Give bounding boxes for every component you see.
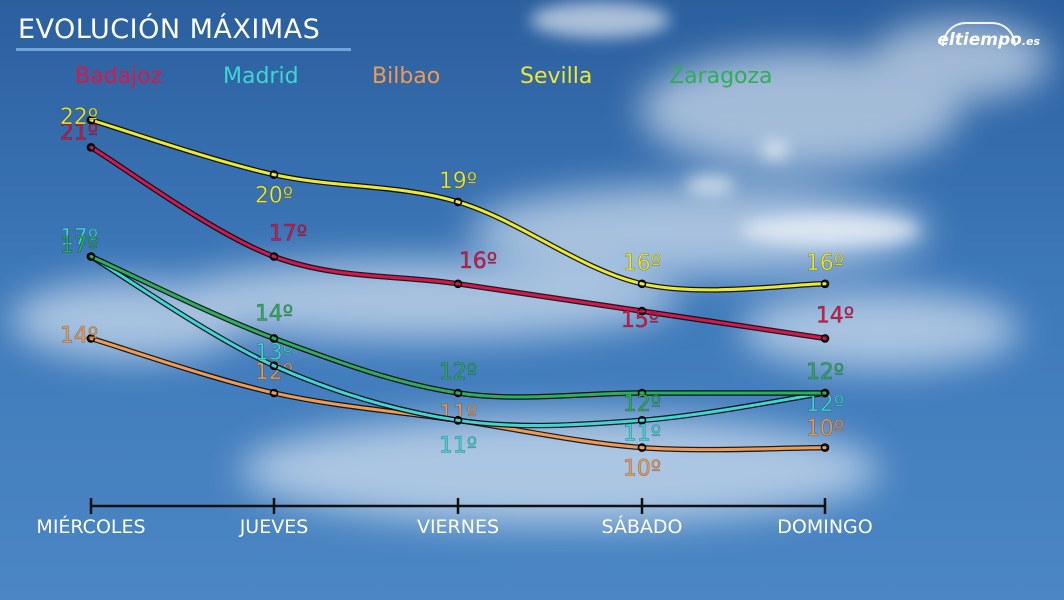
x-tick-label: SÁBADO [601,515,682,538]
series-line-zaragoza [89,255,827,399]
data-label-bilbao: 10º [806,417,844,442]
x-tick-label: JUEVES [239,516,309,538]
legend-bilbao: Bilbao [372,64,441,89]
data-point-sevilla [820,279,830,289]
data-point-badajoz [820,334,830,343]
data-point-sevilla [269,170,279,179]
data-label-badajoz: 14º [816,303,854,328]
data-label-madrid: 11º [623,421,661,446]
x-tick-label: DOMINGO [777,516,872,538]
x-tick-label: VIERNES [417,516,499,538]
x-tick-label: MIÉRCOLES [36,515,145,538]
data-label-sevilla: 16º [623,251,661,276]
data-label-madrid: 11º [439,433,477,458]
data-label-sevilla: 22º [60,105,98,130]
brand-name: eltiempo [937,30,1022,50]
data-point-madrid [453,415,463,425]
data-point-madrid [269,361,279,371]
data-label-badajoz: 17º [269,222,307,247]
series-line-badajoz [89,145,827,340]
data-point-badajoz [86,143,96,152]
data-point-sevilla [86,115,96,125]
chart-title: EVOLUCIÓN MÁXIMAS [18,14,321,45]
title-underline [16,48,351,51]
data-point-bilbao [820,443,830,452]
brand-logo: eltiempo.es [937,30,1040,50]
data-point-badajoz [269,252,279,261]
data-point-badajoz [453,279,463,289]
data-label-bilbao: 10º [623,457,661,482]
data-label-zaragoza: 12º [806,360,844,385]
data-label-badajoz: 15º [621,308,659,333]
data-label-badajoz: 21º [60,120,98,145]
data-point-bilbao [269,388,279,398]
data-label-sevilla: 20º [255,184,293,209]
data-point-bilbao [637,443,647,452]
data-label-zaragoza: 14º [255,301,293,326]
data-point-sevilla [453,197,463,207]
data-point-sevilla [637,279,647,289]
data-point-zaragoza [86,252,96,261]
legend-badajoz: Badajoz [75,64,163,89]
data-point-madrid [637,415,647,425]
legend-zaragoza: Zaragoza [669,64,773,89]
data-label-sevilla: 19º [439,169,477,194]
legend-madrid: Madrid [223,64,299,89]
data-label-sevilla: 16º [806,251,844,276]
series-line-sevilla [89,118,827,292]
data-point-bilbao [86,334,96,343]
data-label-zaragoza: 12º [439,360,477,385]
data-label-bilbao: 14º [60,323,98,348]
legend-sevilla: Sevilla [520,64,593,89]
data-label-zaragoza: 17º [60,234,98,259]
brand-suffix: .es [1021,35,1040,48]
data-label-zaragoza: 12º [623,392,661,417]
data-point-zaragoza [820,388,830,398]
series-line-madrid [89,255,827,428]
data-point-zaragoza [269,334,279,343]
data-point-badajoz [637,306,647,316]
data-label-madrid: 17º [60,226,98,251]
data-point-zaragoza [453,388,463,398]
data-point-zaragoza [637,388,647,398]
data-label-badajoz: 16º [459,249,497,274]
